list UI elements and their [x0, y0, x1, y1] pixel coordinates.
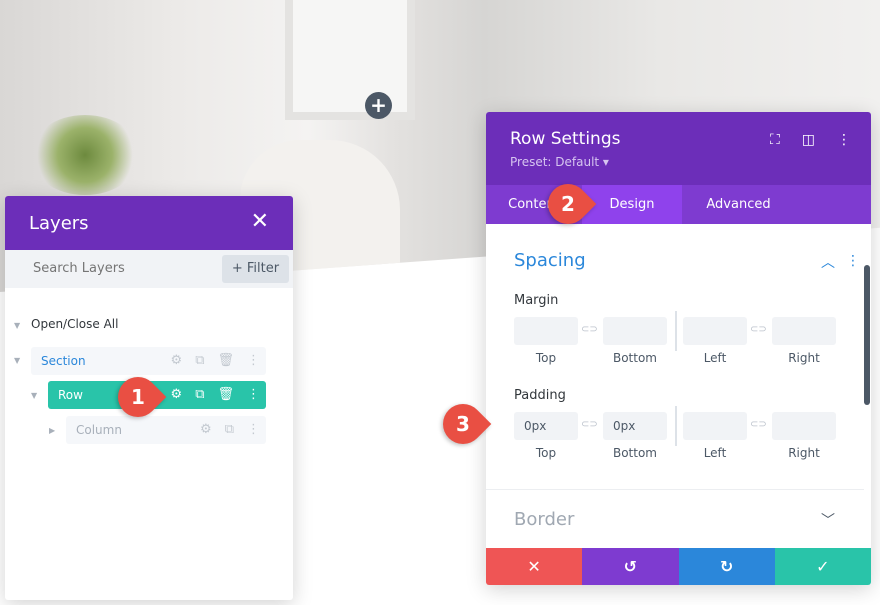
- chevron-down-icon[interactable]: ﹀: [821, 513, 835, 529]
- padding-label: Padding: [514, 388, 566, 403]
- link-icon[interactable]: ⊂⊃: [750, 419, 767, 430]
- spacing-title[interactable]: Spacing: [514, 250, 586, 271]
- redo-button[interactable]: ↻: [678, 548, 775, 585]
- fullscreen-icon[interactable]: ⛶: [769, 132, 780, 148]
- padding-bottom-input[interactable]: 0px: [603, 412, 667, 440]
- tab-advanced[interactable]: Advanced: [706, 197, 771, 212]
- side-label: Right: [788, 446, 820, 460]
- save-button[interactable]: ✓: [774, 548, 871, 585]
- duplicate-icon[interactable]: ⧉: [195, 353, 205, 368]
- redo-icon: ↻: [719, 557, 734, 576]
- duplicate-icon[interactable]: ⧉: [224, 422, 234, 437]
- step-number: 2: [561, 192, 575, 216]
- layer-label: Column: [76, 423, 122, 437]
- more-icon[interactable]: ⋮: [846, 253, 860, 269]
- trash-icon[interactable]: 🗑: [217, 353, 234, 368]
- margin-right-input[interactable]: [772, 317, 836, 345]
- more-icon[interactable]: ⋮: [247, 353, 260, 368]
- row-settings-panel: Row Settings Preset: Default ▾ ⛶ ◫ ⋮ Conte…: [486, 112, 871, 585]
- side-label: Bottom: [612, 351, 657, 365]
- margin-top-input[interactable]: [514, 317, 578, 345]
- caret-down-icon[interactable]: ▼: [14, 356, 21, 365]
- side-label: Left: [703, 446, 727, 460]
- margin-bottom-input[interactable]: [603, 317, 667, 345]
- layer-section[interactable]: Section ⚙ ⧉ 🗑 ⋮: [31, 347, 266, 375]
- layer-label: Row: [58, 388, 83, 402]
- side-label: Left: [703, 351, 727, 365]
- plus-icon: +: [370, 93, 387, 117]
- link-icon[interactable]: ⊂⊃: [750, 324, 767, 335]
- add-section-button[interactable]: +: [365, 92, 392, 119]
- divider: [486, 489, 864, 490]
- close-icon: ✕: [527, 557, 541, 576]
- margin-label: Margin: [514, 293, 559, 308]
- tab-design[interactable]: Design: [582, 185, 682, 224]
- step-number: 1: [131, 385, 145, 409]
- check-icon: ✓: [816, 557, 830, 576]
- more-icon[interactable]: ⋮: [247, 387, 260, 402]
- gear-icon[interactable]: ⚙: [170, 353, 183, 368]
- layers-panel: Layers ✕ + Filter ▼ Open/Close All ▼ Sect…: [5, 196, 293, 600]
- caret-down-icon[interactable]: ▼: [14, 321, 21, 330]
- gear-icon[interactable]: ⚙: [200, 422, 212, 437]
- trash-icon[interactable]: 🗑: [217, 387, 234, 402]
- duplicate-icon[interactable]: ⧉: [195, 387, 205, 402]
- divider: [675, 311, 677, 351]
- layer-label: Section: [41, 354, 86, 368]
- window-image: [285, 0, 415, 120]
- scrollbar[interactable]: [864, 265, 870, 405]
- side-label: Bottom: [612, 446, 657, 460]
- gear-icon[interactable]: ⚙: [170, 387, 183, 402]
- link-icon[interactable]: ⊂⊃: [581, 419, 598, 430]
- padding-top-input[interactable]: 0px: [514, 412, 578, 440]
- cancel-button[interactable]: ✕: [486, 548, 583, 585]
- margin-left-input[interactable]: [683, 317, 747, 345]
- side-label: Top: [535, 446, 557, 460]
- caret-down-icon[interactable]: ▼: [31, 391, 38, 400]
- flowers-image: [30, 115, 140, 195]
- side-label: Right: [788, 351, 820, 365]
- caret-right-icon[interactable]: ▶: [49, 426, 56, 435]
- undo-icon: ↺: [623, 557, 638, 576]
- padding-right-input[interactable]: [772, 412, 836, 440]
- preset-dropdown[interactable]: Preset: Default ▾: [510, 155, 609, 169]
- side-label: Top: [535, 351, 557, 365]
- open-close-all[interactable]: Open/Close All: [31, 317, 119, 331]
- close-icon[interactable]: ✕: [250, 209, 269, 234]
- filter-button[interactable]: + Filter: [222, 255, 289, 283]
- more-icon[interactable]: ⋮: [837, 132, 851, 148]
- layers-title: Layers: [29, 213, 89, 234]
- split-view-icon[interactable]: ◫: [801, 132, 815, 148]
- step-number: 3: [456, 412, 470, 436]
- search-layers-input[interactable]: [5, 250, 215, 287]
- divider: [675, 406, 677, 446]
- layer-column[interactable]: Column ⚙ ⧉ ⋮: [66, 416, 266, 444]
- settings-title: Row Settings: [510, 129, 621, 149]
- more-icon[interactable]: ⋮: [247, 422, 260, 437]
- padding-left-input[interactable]: [683, 412, 747, 440]
- undo-button[interactable]: ↺: [582, 548, 679, 585]
- chevron-up-icon[interactable]: ︿: [821, 255, 835, 271]
- link-icon[interactable]: ⊂⊃: [581, 324, 598, 335]
- border-title[interactable]: Border: [514, 509, 575, 530]
